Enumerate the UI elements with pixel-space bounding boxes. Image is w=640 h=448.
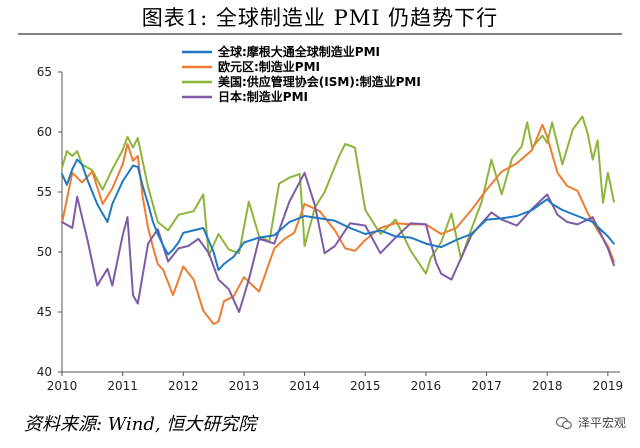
x-tick-label: 2016: [411, 379, 442, 390]
watermark-text: 泽平宏观: [577, 416, 626, 430]
x-tick-label: 2011: [107, 379, 138, 390]
legend-label-1: 欧元区:制造业PMI: [218, 59, 320, 74]
chart-legend: 全球:摩根大通全球制造业PMI欧元区:制造业PMI美国:供应管理协会(ISM):…: [182, 44, 421, 104]
legend-label-3: 日本:制造业PMI: [218, 89, 308, 104]
legend-label-2: 美国:供应管理协会(ISM):制造业PMI: [218, 74, 421, 89]
chart-title: 图表1: 全球制造业 PMI 仍趋势下行: [141, 6, 499, 30]
chart-axes: 40 45 50 55 60 65 2010 2011 2012 2013 2014 2015 2016…: [37, 65, 623, 390]
x-tick-label: 2014: [289, 379, 320, 390]
watermark: 泽平宏观: [555, 414, 626, 431]
x-tick-label: 2013: [229, 379, 260, 390]
y-tick-label: 60: [37, 125, 52, 139]
series-line-0: [61, 158, 615, 271]
y-tick-label: 40: [37, 365, 52, 379]
source-note: 资料来源: Wind, 恒大研究院: [24, 414, 257, 435]
legend-label-0: 全球:摩根大通全球制造业PMI: [217, 44, 380, 59]
y-tick-label: 45: [37, 305, 52, 319]
wechat-icon: [555, 416, 572, 429]
x-tick-label: 2019: [593, 379, 624, 390]
y-tick-label: 65: [37, 65, 52, 79]
x-tick-label: 2015: [350, 379, 381, 390]
title-divider: [18, 33, 622, 35]
chart-series-lines: [61, 115, 615, 325]
x-tick-label: 2010: [47, 379, 78, 390]
series-line-3: [61, 171, 615, 313]
pmi-line-chart: 40 45 50 55 60 65 2010 2011 2012 2013 2014 2015 2016…: [37, 44, 623, 390]
series-line-2: [61, 115, 615, 275]
series-line-1: [61, 123, 615, 325]
x-tick-label: 2012: [168, 379, 199, 390]
y-tick-label: 50: [37, 245, 52, 259]
x-tick-label: 2017: [471, 379, 502, 390]
y-tick-label: 55: [37, 185, 52, 199]
x-tick-label: 2018: [532, 379, 563, 390]
